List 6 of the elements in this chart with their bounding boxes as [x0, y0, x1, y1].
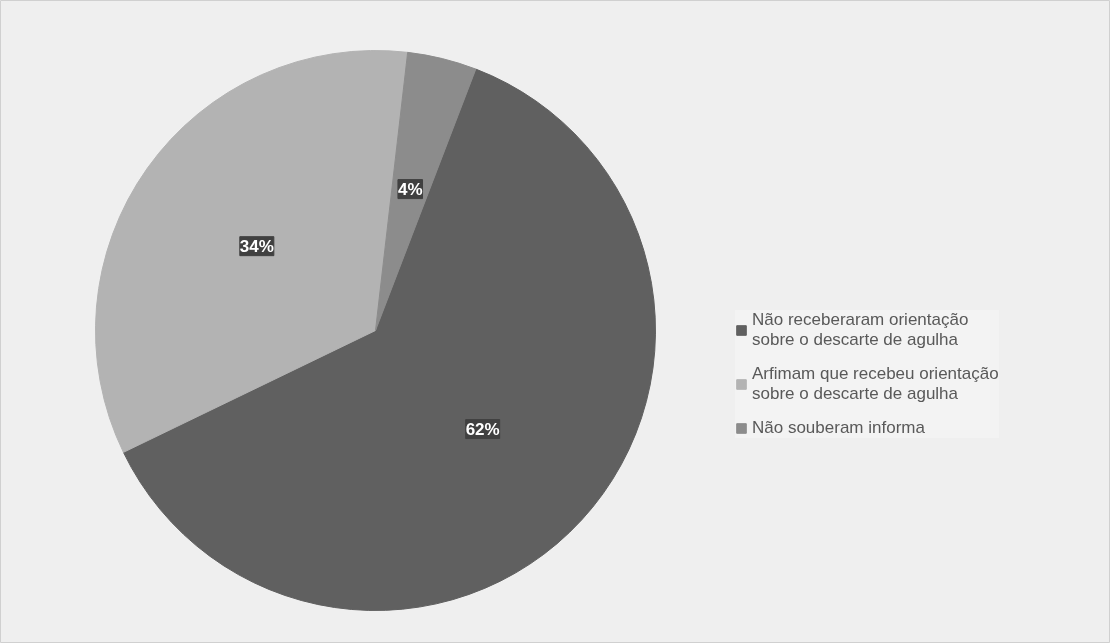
legend-label: Não receberaram orientação sobre o descarte de agulha [752, 310, 969, 350]
data-label: 4% [397, 179, 423, 199]
legend-label: Arfimam que recebeu orientação sobre o descarte de agulha [752, 364, 999, 404]
data-label: 34% [239, 236, 274, 256]
data-label: 62% [465, 419, 500, 439]
legend-label: Não souberam informa [752, 418, 925, 438]
